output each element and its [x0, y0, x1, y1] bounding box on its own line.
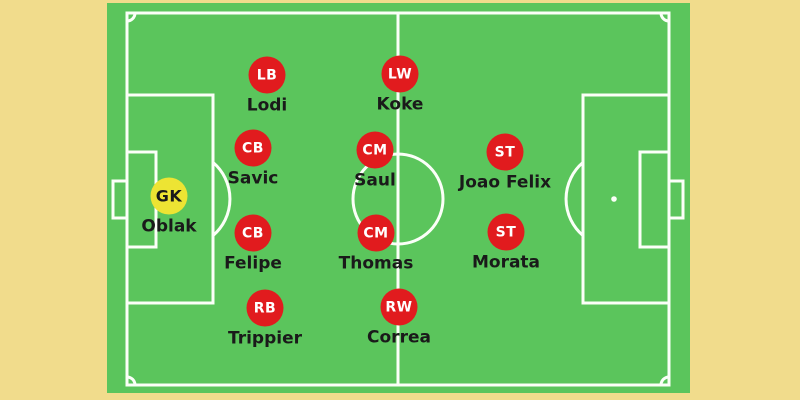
player-name: Trippier: [227, 328, 303, 349]
player-marker-lw[interactable]: LW Koke: [377, 55, 423, 115]
player-marker-lb[interactable]: LB Lodi: [247, 56, 287, 116]
player-position-badge: RW: [380, 288, 418, 326]
player-name: Joao Felix: [458, 172, 552, 193]
corner-arc-top-right: [659, 12, 670, 23]
player-marker-gk[interactable]: GK Oblak: [141, 177, 197, 237]
corner-arc-bottom-right: [659, 375, 670, 386]
player-position-badge: LB: [248, 56, 286, 94]
player-position-badge: ST: [487, 213, 525, 251]
player-name: Lodi: [246, 95, 288, 116]
corner-arc-bottom-left: [126, 375, 137, 386]
penalty-arc-right: [564, 161, 584, 237]
center-circle: [351, 152, 445, 246]
player-name: Morata: [471, 252, 541, 273]
player-name: Thomas: [338, 253, 414, 274]
player-marker-cm-2[interactable]: CM Thomas: [339, 214, 413, 274]
player-position-badge: GK: [150, 177, 188, 215]
player-position-badge: ST: [486, 133, 524, 171]
player-position-badge: LW: [381, 55, 419, 93]
goal-left: [111, 179, 129, 220]
penalty-arc-left: [212, 161, 232, 237]
player-name: Saul: [354, 170, 396, 191]
player-marker-cb-1[interactable]: CB Savic: [228, 129, 278, 189]
player-position-badge: CM: [357, 214, 395, 252]
player-name: Correa: [367, 327, 431, 348]
goal-right: [667, 179, 685, 220]
player-position-badge: CB: [234, 214, 272, 252]
player-marker-rb[interactable]: RB Trippier: [228, 289, 302, 349]
corner-arc-top-left: [126, 12, 137, 23]
player-position-badge: RB: [246, 289, 284, 327]
player-marker-cb-2[interactable]: CB Felipe: [224, 214, 282, 274]
player-name: Felipe: [224, 253, 282, 274]
player-marker-rw[interactable]: RW Correa: [367, 288, 431, 348]
player-name: Oblak: [141, 216, 197, 237]
penalty-box-right: [581, 93, 671, 305]
player-marker-cm-1[interactable]: CM Saul: [354, 131, 396, 191]
player-marker-st-2[interactable]: ST Morata: [472, 213, 540, 273]
player-name: Savic: [227, 168, 279, 189]
player-marker-st-1[interactable]: ST Joao Felix: [459, 133, 551, 193]
player-position-badge: CB: [234, 129, 272, 167]
penalty-spot-right: [611, 196, 617, 202]
goal-area-right: [638, 150, 671, 249]
player-position-badge: CM: [356, 131, 394, 169]
player-name: Koke: [376, 94, 424, 115]
